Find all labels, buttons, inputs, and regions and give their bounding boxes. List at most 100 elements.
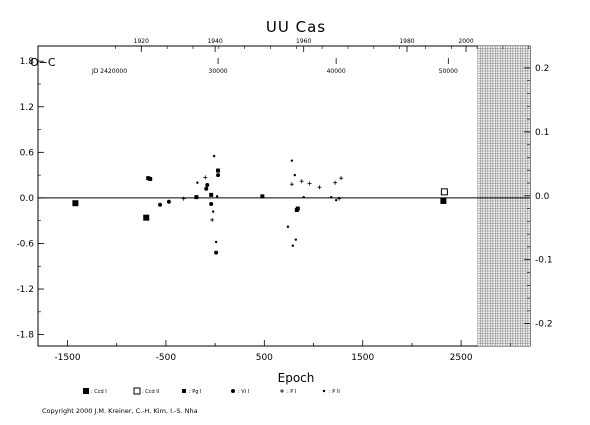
data-point [260,194,265,199]
right-tick-label: 0.1 [535,128,549,138]
data-point [334,198,338,202]
legend-label: : Ccd I [91,389,107,395]
marker-shape [322,389,326,393]
marker-shape [215,195,219,198]
plot-frame [37,45,531,347]
data-point [209,201,214,206]
x-tick-label: -1500 [54,353,80,363]
y-tick-label: 0.0 [20,194,35,204]
data-point [205,182,210,187]
legend-label: : Ccd II [142,389,159,395]
plot-border [37,45,531,347]
legend-marker [231,389,235,393]
legend-label: : P II [329,389,340,395]
data-point [289,182,294,187]
data-point [204,186,209,191]
jd-tick-label: 50000 [439,68,458,75]
marker-shape [72,200,79,207]
data-point [215,195,219,198]
data-point [293,173,297,177]
data-point [203,175,208,180]
marker-shape [143,214,150,221]
year-tick-label: 1980 [399,38,414,45]
x-tick-label: 2500 [450,353,473,363]
marker-shape [148,176,153,181]
marker-shape [133,387,141,395]
marker-shape [290,159,294,162]
data-point [210,217,215,222]
marker-shape [166,199,171,204]
year-tick-label: 1960 [296,38,311,45]
data-point [317,185,322,190]
marker-shape [216,173,221,178]
data-point [339,176,344,181]
jd-tick-label: 30000 [209,68,228,75]
marker-shape [209,201,214,206]
x-tick-label: 500 [256,353,273,363]
y-tick-label: 1.2 [20,103,34,113]
marker-shape [214,240,218,244]
legend-marker [182,389,186,393]
marker-shape [204,186,209,191]
legend-marker [280,389,284,393]
data-point [148,176,153,181]
y-tick-label: -1.2 [16,285,34,295]
data-point [294,238,298,241]
marker-shape [231,389,235,393]
marker-shape [302,195,305,199]
marker-shape [182,389,186,393]
marker-shape [286,225,290,228]
data-point [214,240,218,244]
marker-shape [211,210,215,213]
data-point [337,196,342,201]
data-point [212,154,216,158]
right-tick-label: 0.2 [535,64,549,74]
x-tick-label: -500 [156,353,177,363]
legend-label: : Pg I [189,389,202,395]
data-point [211,210,215,213]
marker-shape [158,202,163,207]
data-point [181,196,186,201]
data-point [291,244,295,247]
legend: : Ccd I: Ccd II: Pg I: Vi I: P I: P II [83,387,340,395]
data-point [209,192,214,197]
data-point [166,199,171,204]
marker-shape [212,154,216,158]
data-point [290,159,294,162]
marker-shape [295,206,300,211]
year-tick-label: 1940 [207,38,222,45]
jd-tick-label: 40000 [327,68,346,75]
data-point [440,188,448,196]
year-tick-label: 2000 [458,38,473,45]
axes: -1500 -500 500 1500 2500 1.8 1.2 0.6 0.0 -0.6 -1.2… [16,38,552,363]
right-tick-label: -0.1 [535,256,553,266]
marker-shape [194,195,199,200]
data-point [330,195,333,199]
data-point [302,195,305,199]
y-tick-label: 1.8 [20,57,35,67]
marker-shape [291,244,295,247]
marker-shape [440,188,448,196]
marker-shape [196,181,199,184]
marker-shape [294,238,298,241]
legend-marker [322,389,326,393]
marker-shape [209,192,214,197]
data-point [214,250,219,255]
x-tick-label: 1500 [351,353,374,363]
marker-shape [216,168,221,173]
marker-shape [214,250,219,255]
data-point [286,225,290,228]
data-point [196,181,199,184]
marker-shape [205,182,210,187]
data-point [307,181,312,186]
data-point [333,180,338,185]
year-tick-label: 1920 [134,38,149,45]
y-tick-label: -0.6 [16,239,34,249]
y-axis-label: O−C [30,56,56,69]
marker-shape [334,198,338,202]
legend-label: : Vi I [238,389,249,395]
data-point [216,173,221,178]
data-point [143,214,150,221]
marker-shape [293,173,297,177]
